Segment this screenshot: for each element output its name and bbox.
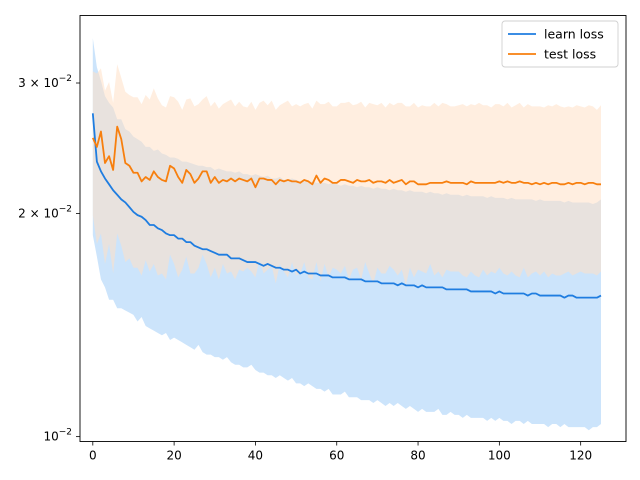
x-tick-label: 80 <box>410 449 425 463</box>
y-tick-label: 3 × 10−2 <box>18 74 72 90</box>
legend-label-learn: learn loss <box>544 27 604 42</box>
series-line-test <box>91 125 601 189</box>
x-tick-label: 60 <box>329 449 344 463</box>
y-tick-label: 2 × 10−2 <box>18 205 72 221</box>
x-tick-label: 0 <box>89 449 97 463</box>
legend-label-test: test loss <box>544 47 596 62</box>
confidence-bands <box>92 38 601 431</box>
x-tick-label: 120 <box>569 449 592 463</box>
x-axis: 0 20 40 60 80 100 120 <box>89 441 592 463</box>
x-tick-label: 100 <box>488 449 511 463</box>
x-tick-label: 40 <box>248 449 263 463</box>
y-axis: 10−2 2 × 10−2 3 × 10−2 <box>18 74 80 444</box>
legend: learn loss test loss <box>501 20 619 68</box>
y-tick-label: 10−2 <box>43 428 72 444</box>
series-lines <box>91 113 602 299</box>
series-line-learn <box>91 113 602 299</box>
plot-frame <box>79 15 627 442</box>
band-test <box>92 64 601 286</box>
legend-box <box>501 20 619 68</box>
x-tick-label: 20 <box>166 449 181 463</box>
